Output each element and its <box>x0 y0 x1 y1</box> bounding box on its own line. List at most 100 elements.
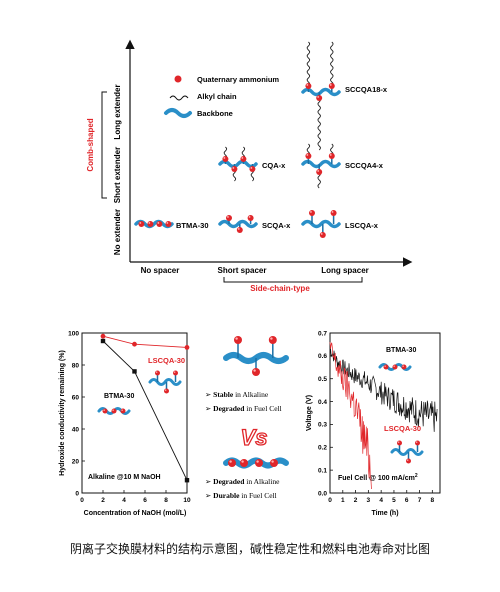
ammonium-highlight <box>103 409 105 411</box>
data-point <box>132 341 137 347</box>
ammonium-icon <box>305 83 312 89</box>
ammonium-highlight <box>329 154 332 156</box>
ammonium-icon <box>252 368 260 376</box>
ammonium-highlight <box>164 389 167 391</box>
x-tick-label: 6 <box>405 497 409 504</box>
ammonium-highlight <box>393 365 395 367</box>
x-tick-label: 2 <box>354 497 358 504</box>
data-point <box>132 369 137 374</box>
ammonium-highlight <box>415 441 418 443</box>
x-tick-label: 5 <box>392 497 396 504</box>
y-label-long-extender: Long extender <box>113 84 122 139</box>
series-line <box>102 335 188 348</box>
ammonium-icon <box>236 227 243 233</box>
ammonium-highlight <box>166 222 169 224</box>
right-chart-series <box>329 342 438 489</box>
ammonium-highlight <box>155 371 158 373</box>
durable-context: in Fuel Cell <box>239 491 276 500</box>
ammonium-highlight <box>148 222 151 224</box>
middle-panel: ➢ Stable in Alkaline ➢ Degraded in Fuel … <box>205 336 289 500</box>
y-tick-label: 0.6 <box>318 353 327 360</box>
ammonium-highlight <box>384 365 386 367</box>
ammonium-icon <box>401 364 407 370</box>
ammonium-highlight <box>317 96 320 98</box>
y-tick-label: 0 <box>75 490 79 497</box>
stable-in-alkaline: ➢ Stable in Alkaline <box>205 390 269 399</box>
right-chart-xlabel: Time (h) <box>371 510 398 517</box>
series-line <box>329 342 372 489</box>
alkyl-chain <box>317 171 321 189</box>
backbone <box>390 448 424 456</box>
label-btma: BTMA-30 <box>176 221 209 230</box>
data-point <box>100 333 106 339</box>
backbone <box>301 159 341 169</box>
legend-backbone-label: Backbone <box>197 109 233 118</box>
x-tick-label: 6 <box>143 497 147 504</box>
x-tick-label: 4 <box>122 497 126 504</box>
x-label-short-spacer: Short spacer <box>218 266 267 275</box>
right-chart-condition-text: Fuel Cell @ 100 mA/cm <box>338 475 415 482</box>
data-point <box>184 478 190 483</box>
right-chart-ylabel: Voltage (V) <box>306 395 313 431</box>
ammonium-highlight <box>241 460 244 463</box>
backbone <box>148 378 182 386</box>
ammonium-highlight <box>406 459 409 461</box>
x-tick-label: 8 <box>431 497 435 504</box>
left-chart: Hydroxide conductivity remaining (%) Con… <box>59 330 191 517</box>
y-tick-label: 0.1 <box>318 467 327 474</box>
label-sccqa4: SCCQA4-x <box>345 161 384 170</box>
x-tick-label: 4 <box>379 497 383 504</box>
ammonium-icon <box>247 215 254 221</box>
left-chart-xlabel: Concentration of NaOH (mol/L) <box>84 510 187 517</box>
ammonium-icon <box>255 459 263 467</box>
x-tick-label: 8 <box>164 497 168 504</box>
ammonium-icon <box>330 210 337 216</box>
ammonium-icon <box>226 215 232 221</box>
x-tick-label: 0 <box>80 497 84 504</box>
ammonium-icon <box>397 440 402 446</box>
y-tick-label: 0.3 <box>318 422 327 429</box>
molecule-structures <box>134 41 341 238</box>
x-label-no-spacer: No spacer <box>141 266 180 275</box>
y-label-no-extender: No extender <box>113 209 122 255</box>
x-tick-label: 0 <box>328 497 332 504</box>
ammonium-icon <box>102 408 108 414</box>
ammonium-highlight <box>232 167 235 169</box>
x-tick-label: 2 <box>101 497 105 504</box>
ammonium-highlight <box>317 170 320 172</box>
ammonium-icon <box>392 364 398 370</box>
legend-alkyl-label: Alkyl chain <box>197 92 237 101</box>
bullet-icon: ➢ <box>205 477 213 486</box>
y-tick-label: 0.5 <box>318 376 327 383</box>
ammonium-highlight <box>306 84 309 86</box>
data-point <box>184 345 190 350</box>
ammonium-highlight <box>157 222 160 224</box>
ammonium-highlight <box>121 409 123 411</box>
ammonium-highlight <box>250 167 253 169</box>
x-tick-label: 10 <box>183 497 191 504</box>
ammonium-highlight <box>320 233 323 235</box>
y-label-comb-shaped: Comb-shaped <box>86 118 95 171</box>
alkyl-chain <box>306 41 311 87</box>
ammonium-icon <box>164 388 169 394</box>
y-tick-label: 60 <box>72 394 80 401</box>
y-tick-label: 80 <box>72 362 80 369</box>
ammonium-highlight <box>253 369 256 372</box>
ammonium-icon <box>268 336 277 344</box>
degraded-context-2: in Alkaline <box>244 477 280 486</box>
alkyl-chain <box>317 97 321 151</box>
ammonium-icon <box>305 153 312 159</box>
side-chain-bracket <box>223 277 363 283</box>
legend-alkyl-icon <box>169 95 189 101</box>
ammonium-highlight <box>329 84 332 86</box>
ammonium-highlight <box>256 460 259 463</box>
ammonium-icon <box>228 459 236 467</box>
durable-word: Durable <box>213 491 240 500</box>
stable-word: Stable <box>213 390 234 399</box>
ammonium-icon <box>111 408 117 414</box>
x-tick-label: 3 <box>367 497 371 504</box>
vs-label: Vs <box>241 425 268 450</box>
alkyl-chain <box>330 41 334 87</box>
